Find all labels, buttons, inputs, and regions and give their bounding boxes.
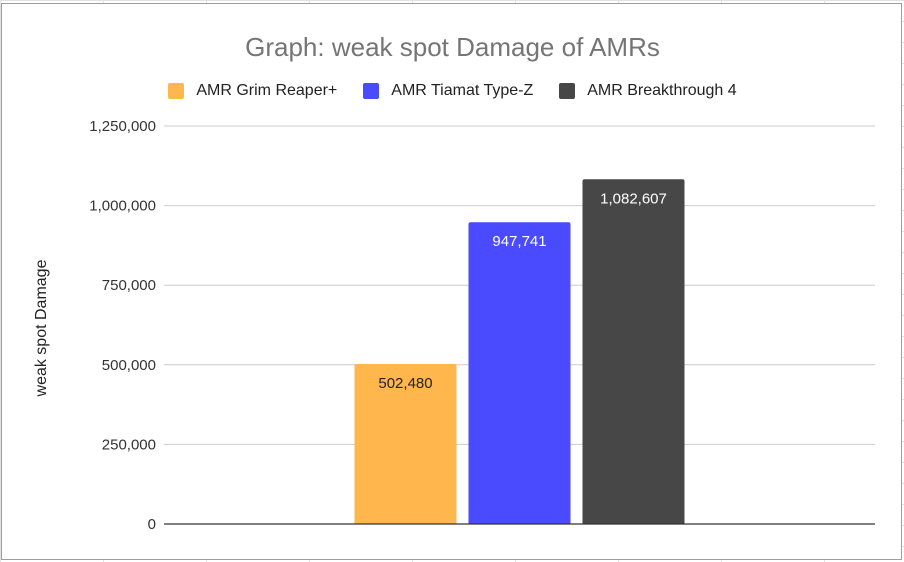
y-tick-label: 1,250,000 (89, 118, 156, 135)
y-tick-label: 500,000 (102, 357, 156, 374)
bar (582, 179, 685, 525)
legend-item[interactable]: AMR Grim Reaper+ (168, 82, 337, 100)
legend-item[interactable]: AMR Tiamat Type-Z (363, 82, 533, 100)
legend-label: AMR Tiamat Type-Z (391, 82, 534, 99)
y-tick-label: 750,000 (102, 277, 156, 294)
bar (468, 222, 571, 525)
bar-data-label: 947,741 (492, 233, 546, 250)
chart-title: Graph: weak spot Damage of AMRs (245, 32, 660, 62)
bar-data-label: 502,480 (378, 375, 432, 392)
chart-plot-area: 0 250,000 500,000 750,000 1,000,000 1,250,000… (33, 118, 875, 533)
bar (354, 364, 457, 524)
bar-data-label: 1,082,607 (600, 190, 667, 207)
legend-swatch (168, 83, 185, 99)
y-tick-label: 1,000,000 (89, 198, 156, 215)
legend-swatch (559, 83, 576, 99)
y-tick-label: 0 (148, 516, 156, 533)
legend-label: AMR Grim Reaper+ (196, 82, 338, 99)
chart-container[interactable]: Graph: weak spot Damage of AMRs AMR Grim… (1, 3, 902, 560)
chart-legend: AMR Grim Reaper+ AMR Tiamat Type-Z AMR Bre… (2, 82, 903, 100)
legend-item[interactable]: AMR Breakthrough 4 (559, 82, 737, 100)
y-axis-title: weak spot Damage (33, 259, 50, 397)
y-tick-label: 250,000 (102, 436, 156, 453)
legend-label: AMR Breakthrough 4 (587, 82, 737, 99)
legend-swatch (363, 83, 380, 99)
